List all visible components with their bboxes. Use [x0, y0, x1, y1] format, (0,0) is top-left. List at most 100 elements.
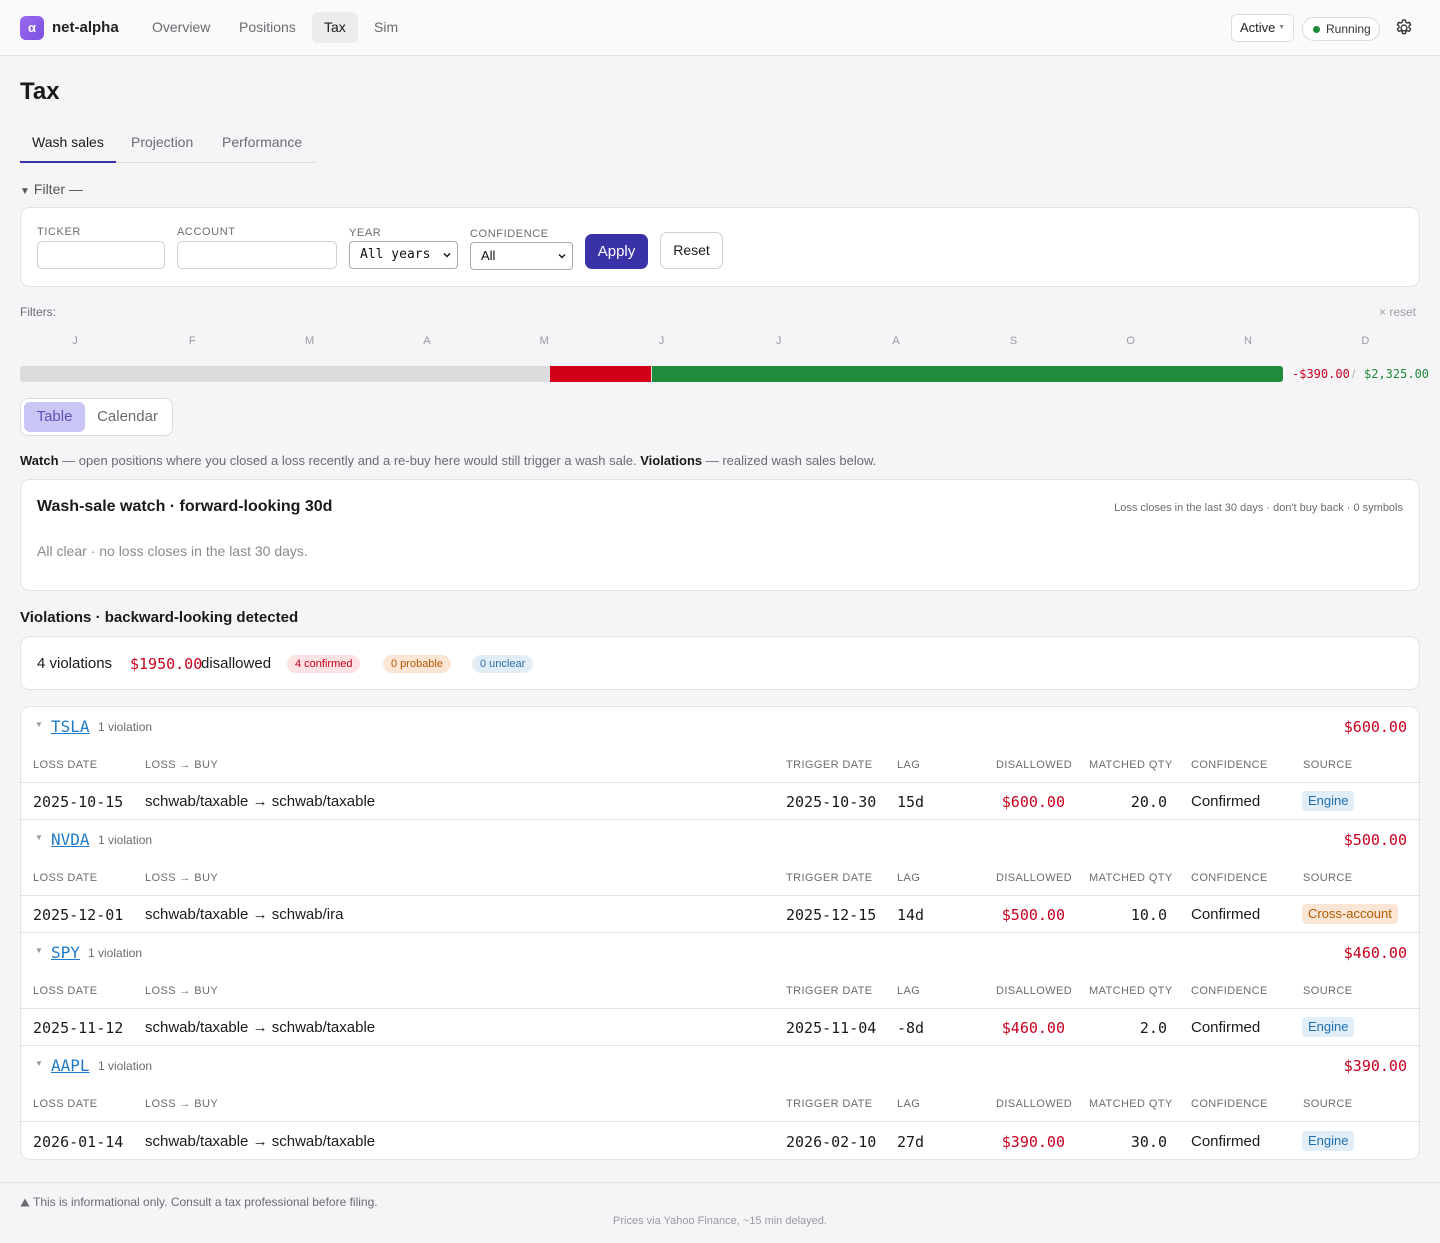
- view-toggle: Table Calendar: [20, 398, 173, 436]
- loss-buy-cell: schwab/taxable → schwab/ira: [145, 906, 344, 923]
- reset-filters-link[interactable]: × reset: [1379, 305, 1417, 319]
- group-header[interactable]: ▼ NVDA 1 violation $500.00: [21, 820, 1419, 856]
- matched-qty-cell: 10.0: [1130, 906, 1167, 924]
- violations-summary-card: 4 violations $1950.00 disallowed 4 confi…: [20, 636, 1420, 690]
- filter-toggle[interactable]: ▼ Filter —: [20, 181, 83, 197]
- group-violation-count: 1 violation: [98, 1059, 153, 1073]
- tab-projection[interactable]: Projection: [131, 134, 194, 150]
- disallowed-amount: $1950.00: [130, 655, 203, 673]
- column-header-disallowed: DISALLOWED: [996, 759, 1073, 771]
- column-header-matched-qty: MATCHED QTY: [1089, 1098, 1173, 1110]
- month-label: J: [72, 335, 78, 347]
- violation-group-spy: ▼ SPY 1 violation $460.00 LOSS DATE LOSS…: [21, 933, 1419, 1046]
- loss-buy-cell: schwab/taxable → schwab/taxable: [145, 1133, 376, 1150]
- confidence-label: CONFIDENCE: [470, 228, 549, 240]
- violation-group-nvda: ▼ NVDA 1 violation $500.00 LOSS DATE LOS…: [21, 820, 1419, 933]
- chevron-down-icon: [443, 253, 451, 258]
- group-violation-count: 1 violation: [98, 720, 153, 734]
- ticker-link[interactable]: AAPL: [51, 1056, 90, 1075]
- column-header-disallowed: DISALLOWED: [996, 1098, 1073, 1110]
- apply-button[interactable]: Apply: [585, 234, 648, 269]
- month-label: A: [423, 335, 431, 347]
- column-header-loss-buy: LOSS → BUY: [145, 985, 219, 997]
- app-name[interactable]: net-alpha: [52, 19, 119, 36]
- group-total: $600.00: [1343, 718, 1407, 736]
- column-header-trigger-date: TRIGGER DATE: [786, 985, 873, 997]
- nav-tab-sim[interactable]: Sim: [374, 19, 399, 35]
- watch-card-note: Loss closes in the last 30 days · don't …: [1114, 502, 1403, 514]
- disallowed-cell: $390.00: [1001, 1133, 1065, 1151]
- column-header-loss-buy: LOSS → BUY: [145, 1098, 219, 1110]
- footer-divider: [0, 1182, 1440, 1183]
- tab-performance[interactable]: Performance: [222, 134, 303, 150]
- loss-date-cell: 2025-11-12: [33, 1019, 124, 1037]
- page-title: Tax: [20, 78, 60, 105]
- group-divider: [21, 819, 1419, 820]
- group-header[interactable]: ▼ TSLA 1 violation $600.00: [21, 707, 1419, 743]
- disallowed-cell: $460.00: [1001, 1019, 1065, 1037]
- nav-tab-positions[interactable]: Positions: [239, 19, 296, 35]
- table-view-button[interactable]: Table: [24, 402, 85, 432]
- column-header-lag: LAG: [897, 1098, 921, 1110]
- ticker-link[interactable]: SPY: [51, 943, 80, 962]
- month-label: J: [776, 335, 782, 347]
- month-label: O: [1126, 335, 1135, 347]
- month-label: F: [188, 335, 196, 347]
- probable-badge[interactable]: 0 probable: [383, 655, 451, 673]
- timeline-bar[interactable]: [20, 366, 1283, 382]
- column-header-confidence: CONFIDENCE: [1191, 1098, 1268, 1110]
- column-header-confidence: CONFIDENCE: [1191, 985, 1268, 997]
- ticker-link[interactable]: NVDA: [51, 830, 90, 849]
- disallowed-cell: $500.00: [1001, 906, 1065, 924]
- confidence-select-value: All: [481, 248, 496, 263]
- loss-buy-cell: schwab/taxable → schwab/taxable: [145, 1019, 376, 1036]
- confidence-cell: Confirmed: [1191, 1133, 1261, 1150]
- column-header-disallowed: DISALLOWED: [996, 872, 1073, 884]
- trigger-date-cell: 2025-12-15: [786, 906, 877, 924]
- account-input[interactable]: [177, 241, 337, 269]
- tab-wash-sales[interactable]: Wash sales: [20, 128, 116, 163]
- nav-tab-tax[interactable]: Tax: [312, 12, 358, 43]
- group-divider: [21, 932, 1419, 933]
- account-label: ACCOUNT: [177, 226, 236, 238]
- year-select[interactable]: All years: [349, 241, 458, 269]
- violation-group-tsla: ▼ TSLA 1 violation $600.00 LOSS DATE LOS…: [21, 707, 1419, 820]
- column-header-lag: LAG: [897, 985, 921, 997]
- column-header-confidence: CONFIDENCE: [1191, 759, 1268, 771]
- column-header-source: SOURCE: [1303, 872, 1353, 884]
- column-header-source: SOURCE: [1303, 985, 1353, 997]
- group-header[interactable]: ▼ SPY 1 violation $460.00: [21, 933, 1419, 969]
- mode-select-value: Active: [1240, 20, 1276, 35]
- filter-toggle-label: Filter —: [33, 181, 83, 197]
- ticker-link[interactable]: TSLA: [51, 717, 90, 736]
- reset-button[interactable]: Reset: [660, 232, 723, 269]
- gear-icon[interactable]: [1394, 18, 1414, 38]
- column-header-confidence: CONFIDENCE: [1191, 872, 1268, 884]
- group-header[interactable]: ▼ AAPL 1 violation $390.00: [21, 1046, 1419, 1082]
- confidence-select[interactable]: All: [470, 242, 573, 270]
- column-header-source: SOURCE: [1303, 759, 1353, 771]
- source-badge: Engine: [1302, 1017, 1355, 1037]
- violations-table-card: ▼ TSLA 1 violation $600.00 LOSS DATE LOS…: [20, 706, 1420, 1160]
- chevron-down-icon: ▼: [1278, 24, 1285, 31]
- month-label: J: [658, 335, 665, 347]
- confirmed-badge[interactable]: 4 confirmed: [287, 655, 361, 673]
- ticker-input[interactable]: [37, 241, 165, 269]
- nav-tab-overview[interactable]: Overview: [152, 19, 211, 35]
- watch-empty-message: All clear · no loss closes in the last 3…: [37, 543, 308, 559]
- status-badge: Running: [1302, 17, 1380, 41]
- column-header-loss-date: LOSS DATE: [33, 759, 98, 771]
- column-header-matched-qty: MATCHED QTY: [1089, 872, 1173, 884]
- row-divider: [21, 1008, 1419, 1009]
- row-divider: [21, 1121, 1419, 1122]
- footer-disclaimer: This is informational only. Consult a ta…: [20, 1195, 378, 1209]
- timeline-separator: /: [1352, 367, 1356, 381]
- explanation-text: Watch — open positions where you closed …: [20, 453, 877, 468]
- disallowed-cell: $600.00: [1001, 793, 1065, 811]
- ticker-label: TICKER: [37, 226, 81, 238]
- app-logo[interactable]: α: [20, 16, 44, 40]
- mode-select[interactable]: Active ▼: [1231, 14, 1294, 42]
- calendar-view-button[interactable]: Calendar: [97, 408, 158, 425]
- unclear-badge[interactable]: 0 unclear: [472, 655, 534, 673]
- month-label: M: [539, 335, 549, 347]
